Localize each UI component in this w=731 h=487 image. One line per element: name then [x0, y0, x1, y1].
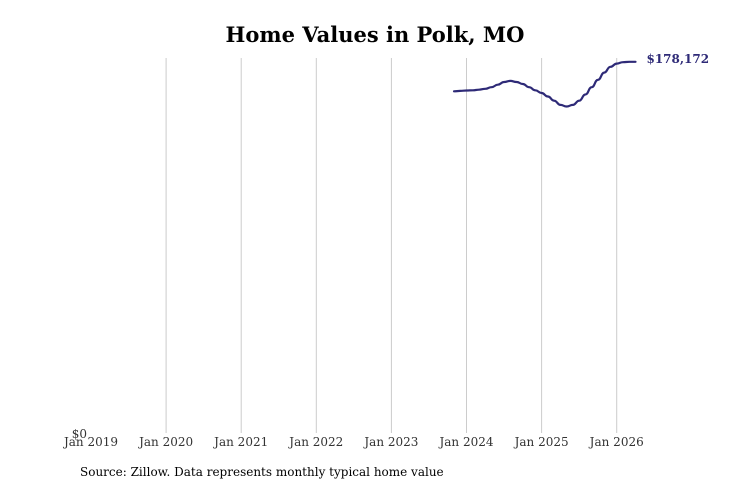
chart-title: Home Values in Polk, MO — [225, 22, 525, 47]
end-label-layer: $178,172 — [646, 52, 709, 66]
x-tick-label: Jan 2021 — [212, 435, 268, 449]
home-value-chart: Jan 2019 Jan 2020 Jan 2021 Jan 2022 Jan 2023… — [62, 52, 709, 449]
y-axis-tick-labels: $0 — [72, 427, 87, 441]
y-tick-label: $0 — [72, 427, 87, 441]
x-axis-tick-labels: Jan 2019 Jan 2020 Jan 2021 Jan 2022 Jan 2023… — [62, 435, 644, 449]
x-tick-label: Jan 2024 — [437, 435, 493, 449]
gridlines — [165, 58, 618, 433]
end-value-label: $178,172 — [646, 52, 709, 66]
x-tick-label: Jan 2019 — [62, 435, 118, 449]
series-layer — [452, 60, 637, 108]
x-tick-label: Jan 2023 — [362, 435, 418, 449]
x-tick-label: Jan 2026 — [588, 435, 644, 449]
home-value-line — [452, 60, 637, 108]
x-tick-label: Jan 2022 — [287, 435, 343, 449]
x-tick-label: Jan 2025 — [513, 435, 569, 449]
x-tick-label: Jan 2020 — [137, 435, 193, 449]
source-note: Source: Zillow. Data represents monthly … — [80, 465, 444, 479]
